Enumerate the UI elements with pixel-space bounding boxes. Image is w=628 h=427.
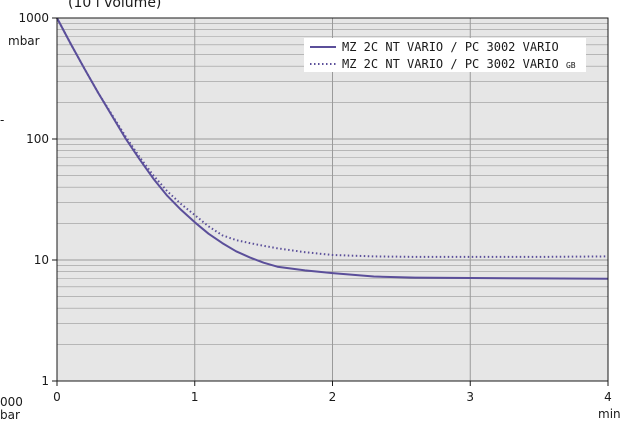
- series-layer: [56, 17, 609, 280]
- x-axis-ticks: 0 1 2 3 4: [53, 381, 612, 404]
- series-line-dotted: [56, 17, 609, 258]
- legend-label-dotted: MZ 2C NT VARIO / PC 3002 VARIO GB: [342, 57, 576, 71]
- x-tick-label: 3: [466, 390, 474, 404]
- y-tick-label: 10: [34, 253, 49, 267]
- y-tick-label: 1: [41, 374, 49, 388]
- y-tick-label: 100: [26, 132, 49, 146]
- x-tick-label: 4: [604, 390, 612, 404]
- x-tick-label: 2: [329, 390, 337, 404]
- legend-background: [304, 38, 586, 72]
- y-axis-unit: mbar: [8, 34, 40, 48]
- x-axis-unit: min: [598, 407, 621, 421]
- legend-label-dotted-name: MZ 2C NT VARIO / PC 3002 VARIO: [342, 57, 559, 71]
- x-tick-label: 1: [191, 390, 199, 404]
- y-axis-ticks: 1 10 100 1000: [18, 11, 57, 388]
- left-fragment-tick: 000: [0, 395, 23, 409]
- legend: MZ 2C NT VARIO / PC 3002 VARIO MZ 2C NT …: [304, 38, 586, 72]
- header-fragment: (10 l volume): [68, 0, 161, 11]
- y-tick-label: 1000: [18, 11, 49, 25]
- left-fragment-mark: -: [0, 113, 4, 127]
- legend-label-solid: MZ 2C NT VARIO / PC 3002 VARIO: [342, 40, 559, 54]
- left-fragment-unit: bar: [0, 408, 20, 422]
- legend-label-dotted-suffix: GB: [566, 61, 576, 70]
- series-line-solid: [56, 17, 609, 280]
- x-tick-label: 0: [53, 390, 61, 404]
